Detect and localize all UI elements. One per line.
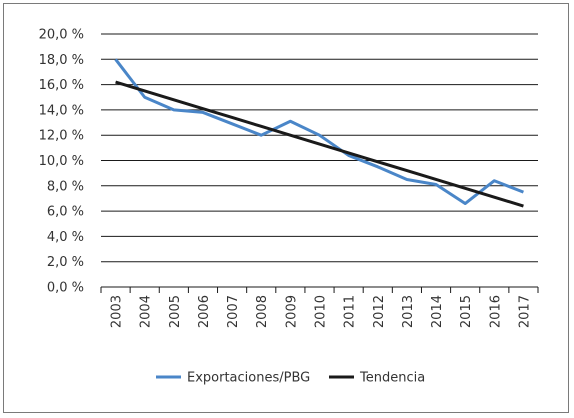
x-tick-label: 2014 (430, 295, 445, 328)
x-tick-label: 2016 (488, 295, 503, 328)
legend: Exportaciones/PBG Tendencia (156, 371, 425, 386)
y-tick-label: 14,0 % (39, 103, 84, 118)
x-tick-label: 2009 (284, 295, 299, 328)
x-tick-label: 2007 (226, 295, 241, 328)
chart-frame (3, 3, 569, 413)
y-tick-label: 10,0 % (39, 154, 84, 169)
y-tick-label: 8,0 % (47, 179, 84, 194)
x-tick-label: 2011 (343, 295, 358, 328)
x-tick-label: 2017 (517, 295, 532, 328)
x-tick-label: 2004 (139, 295, 154, 328)
legend-label: Exportaciones/PBG (187, 371, 310, 386)
y-tick-label: 18,0 % (39, 53, 84, 68)
y-tick-label: 4,0 % (47, 230, 84, 245)
x-tick-label: 2013 (401, 295, 416, 328)
x-tick-label: 2005 (168, 295, 183, 328)
y-axis-labels: 0,0 % 2,0 % 4,0 % 6,0 % 8,0 % 10,0 % 12,0 % 14,… (39, 28, 84, 296)
x-tick-label: 2015 (459, 295, 474, 328)
y-tick-label: 2,0 % (47, 255, 84, 270)
y-tick-label: 6,0 % (47, 205, 84, 220)
x-tick-label: 2010 (314, 295, 329, 328)
x-tick-label: 2003 (110, 295, 125, 328)
x-tick-label: 2006 (197, 295, 212, 328)
series-line-exportaciones (114, 58, 524, 206)
y-tick-label: 20,0 % (39, 28, 84, 43)
series-lines (114, 58, 524, 208)
y-tick-label: 0,0 % (47, 281, 84, 296)
x-axis: 2003 2004 2005 2006 2007 2008 2009 2010 2011 2012… (100, 286, 539, 328)
y-tick-label: 12,0 % (39, 129, 84, 144)
gridlines (101, 33, 538, 263)
legend-label: Tendencia (359, 371, 425, 386)
y-tick-label: 16,0 % (39, 78, 84, 93)
x-tick-label: 2008 (255, 295, 270, 328)
x-tick-label: 2012 (372, 295, 387, 328)
